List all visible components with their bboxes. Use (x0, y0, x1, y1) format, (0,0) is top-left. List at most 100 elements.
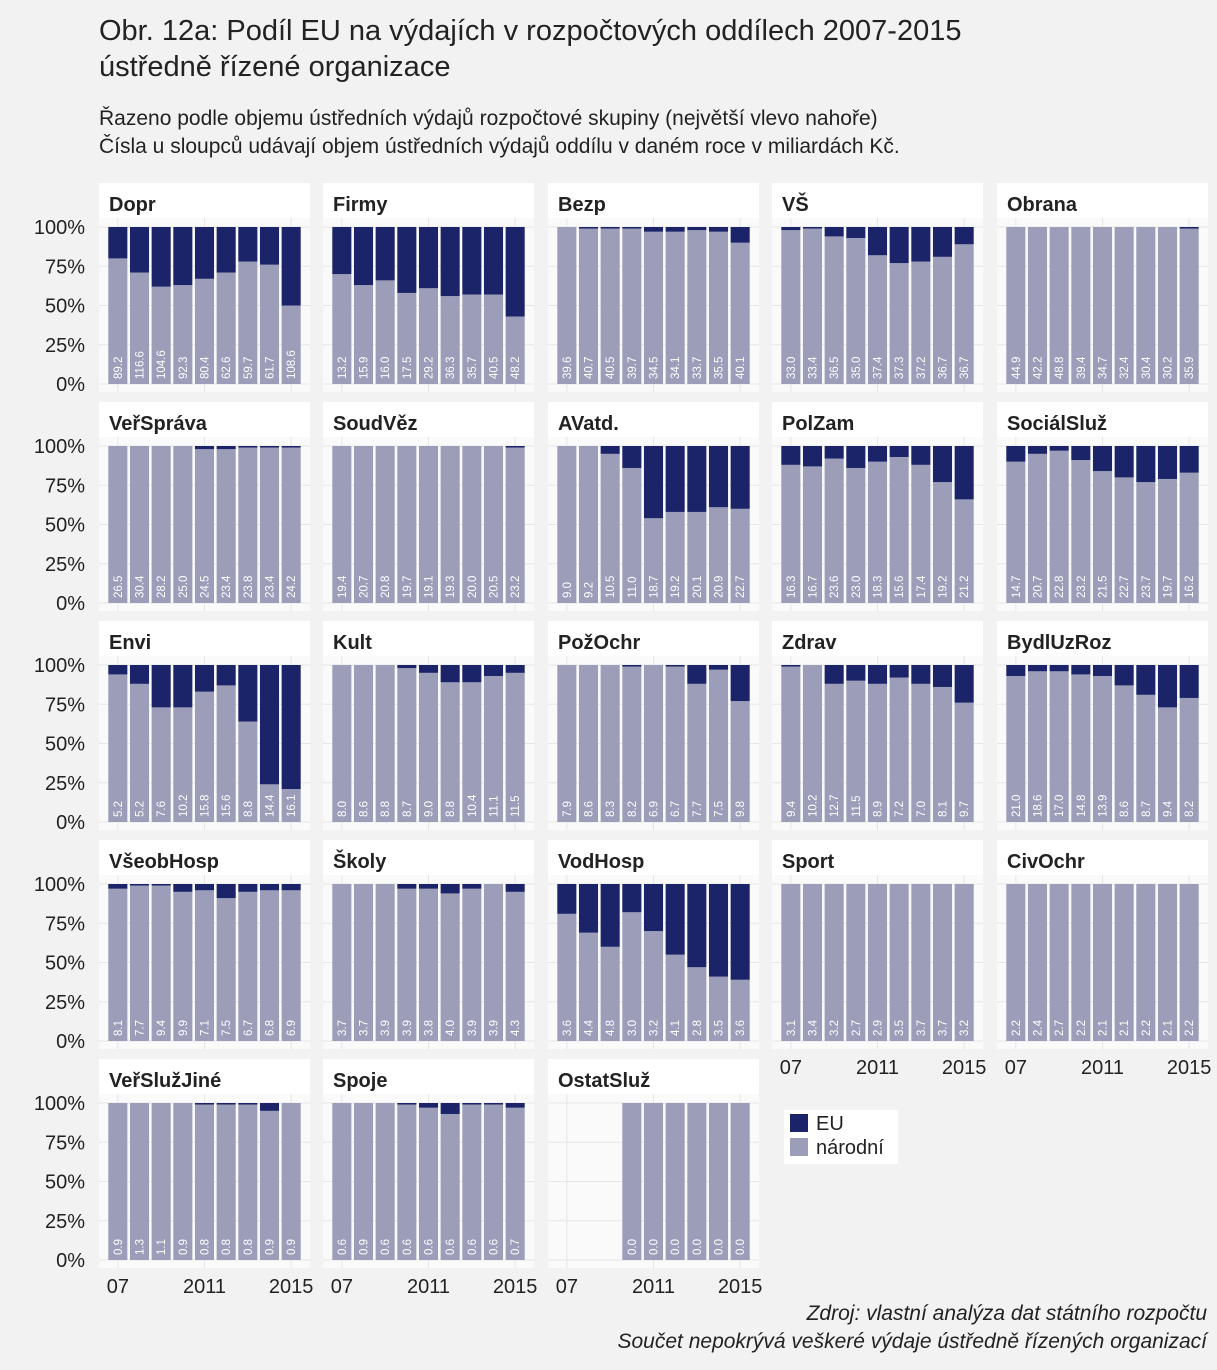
value-label: 0.0 (692, 1239, 704, 1255)
y-tick-label: 75% (45, 694, 85, 716)
bar-eu (1179, 665, 1199, 698)
bar-eu (867, 665, 888, 684)
value-label: 23.4 (221, 575, 233, 598)
bar-national (889, 456, 909, 603)
bar-national (1071, 884, 1091, 1041)
bar-eu (281, 227, 301, 306)
value-label: 7.6 (156, 801, 168, 817)
bar-national (1114, 884, 1134, 1041)
bar-eu (397, 665, 417, 669)
strip (548, 621, 759, 656)
bar-national (1027, 227, 1048, 384)
value-label: 42.2 (1033, 357, 1045, 379)
value-label: 4.3 (510, 1020, 522, 1036)
bar-national (1027, 884, 1048, 1041)
strip (548, 402, 759, 437)
value-label: 6.9 (286, 1020, 298, 1036)
bar-eu (622, 665, 642, 667)
value-label: 26.5 (113, 576, 125, 598)
value-label: 0.9 (286, 1239, 298, 1255)
bar-national (216, 898, 236, 1041)
x-tick-label: 2015 (493, 1276, 538, 1298)
bar-eu (259, 227, 280, 265)
bar-eu (238, 665, 258, 722)
bar-national (505, 1107, 525, 1260)
value-label: 3.9 (402, 1020, 414, 1036)
bar-eu (194, 665, 215, 692)
bar-national (781, 884, 801, 1041)
strip (548, 183, 759, 218)
value-label: 2.7 (1054, 1020, 1066, 1036)
value-label: 19.3 (445, 576, 457, 598)
value-label: 21.0 (1011, 795, 1023, 817)
value-label: 40.5 (489, 357, 501, 379)
caption: Zdroj: vlastní analýza dat státního rozp… (806, 1302, 1208, 1325)
bar-national (1179, 228, 1199, 384)
bar-national (151, 286, 171, 384)
bar-national (440, 893, 460, 1041)
bar-national (259, 1110, 280, 1260)
panel-title: Sport (782, 851, 835, 873)
bar-national (1071, 674, 1091, 822)
bar-national (194, 890, 215, 1041)
bar-national (129, 1103, 150, 1260)
value-label: 20.1 (692, 576, 704, 598)
bar-national (1179, 472, 1199, 603)
panel-title: AVatd. (558, 413, 619, 435)
value-label: 2.1 (1119, 1020, 1131, 1036)
value-label: 8.6 (584, 801, 596, 817)
bar-national (173, 1103, 193, 1260)
bar-national (440, 1113, 460, 1260)
bar-eu (108, 227, 128, 259)
bar-national (418, 1107, 439, 1260)
strip (997, 402, 1208, 437)
bar-national (954, 884, 974, 1041)
value-label: 8.8 (445, 801, 457, 817)
value-label: 3.4 (808, 1019, 820, 1036)
bar-national (129, 272, 150, 384)
bar-national (353, 884, 374, 1041)
value-label: 8.2 (1184, 801, 1196, 817)
strip (548, 840, 759, 875)
value-label: 19.2 (670, 576, 682, 598)
bar-eu (911, 446, 931, 465)
value-label: 2.2 (1076, 1020, 1088, 1036)
value-label: 6.7 (243, 1020, 255, 1036)
value-label: 2.4 (1033, 1019, 1045, 1036)
value-label: 14.8 (1076, 795, 1088, 817)
value-label: 62.6 (221, 357, 233, 379)
value-label: 48.2 (510, 357, 522, 379)
bar-national (802, 228, 823, 384)
value-label: 3.7 (916, 1020, 928, 1036)
bar-national (578, 932, 599, 1041)
bar-eu (281, 665, 301, 790)
bar-national (557, 227, 577, 384)
value-label: 8.0 (337, 801, 349, 817)
bar-eu (781, 227, 801, 231)
value-label: 8.1 (113, 1020, 125, 1036)
bar-national (1179, 884, 1199, 1041)
bar-eu (216, 446, 236, 450)
bar-national (1136, 482, 1156, 603)
value-label: 22.8 (1054, 576, 1066, 598)
value-label: 3.7 (359, 1020, 371, 1036)
value-label: 16.2 (1184, 576, 1196, 598)
bar-national (505, 891, 525, 1041)
strip (99, 183, 310, 218)
bar-eu (505, 227, 525, 317)
bar-national (889, 263, 909, 384)
bar-national (643, 231, 664, 384)
value-label: 3.9 (489, 1020, 501, 1036)
bar-eu (259, 1103, 280, 1111)
bar-eu (353, 227, 374, 286)
bar-national (418, 672, 439, 822)
bar-national (194, 691, 215, 822)
value-label: 8.3 (605, 801, 617, 817)
value-label: 17.4 (916, 575, 928, 598)
value-label: 37.3 (894, 357, 906, 379)
bar-eu (730, 446, 750, 509)
panel-title: Obrana (1007, 194, 1078, 216)
value-label: 116.6 (135, 351, 147, 379)
chart-subtitle: Řazeno podle objemu ústředních výdajů ro… (99, 107, 878, 130)
bar-eu (1136, 446, 1156, 483)
